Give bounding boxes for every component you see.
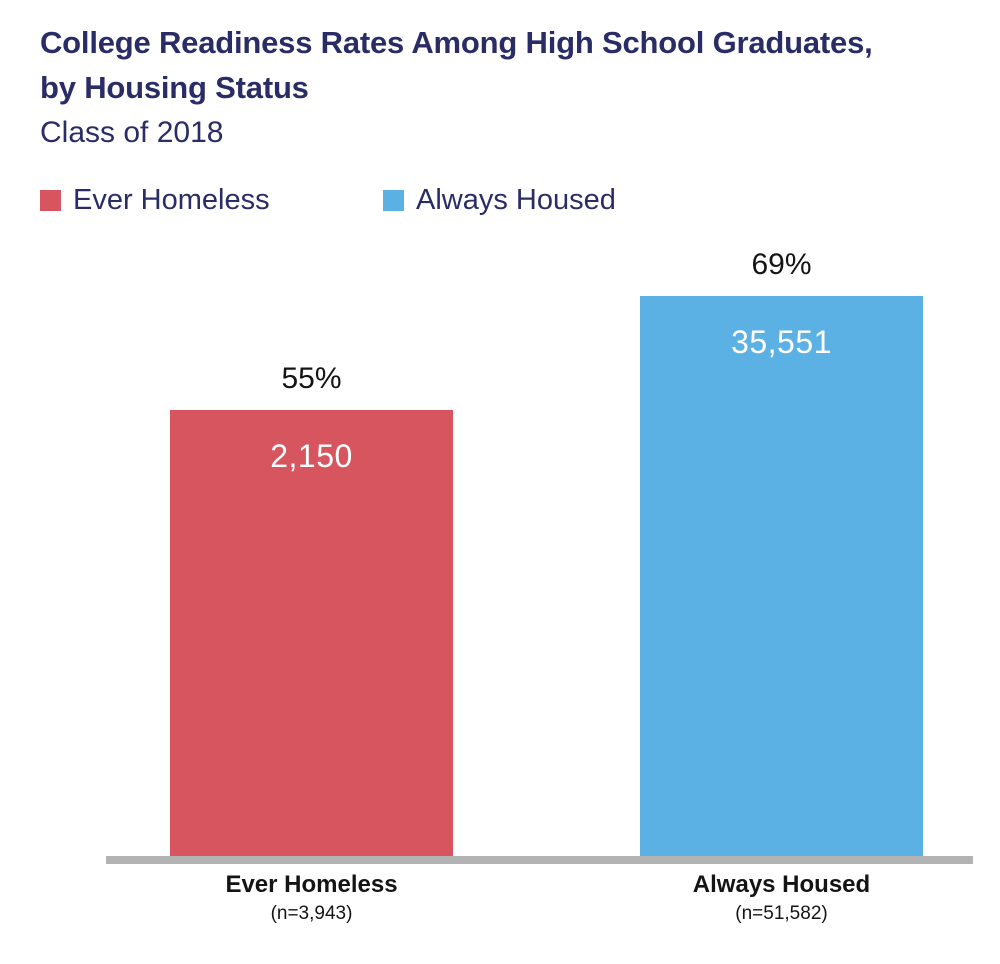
chart-title-line1: College Readiness Rates Among High Schoo… <box>40 25 873 60</box>
chart-title-line2: by Housing Status <box>40 70 309 105</box>
bar-group-always-housed: 69% 35,551 <box>640 250 923 856</box>
chart-title: College Readiness Rates Among High Schoo… <box>40 20 873 110</box>
sample-size-ever-homeless: (n=3,943) <box>270 903 353 925</box>
percent-label-ever-homeless: 55% <box>281 362 342 395</box>
chart-header: College Readiness Rates Among High Schoo… <box>40 20 873 155</box>
sample-size-always-housed: (n=51,582) <box>735 903 828 925</box>
category-label-always-housed: Always Housed (n=51,582) <box>640 871 923 925</box>
legend-label-ever-homeless: Ever Homeless <box>73 184 270 216</box>
bar-always-housed: 35,551 <box>640 296 923 856</box>
legend-swatch-always-housed-icon <box>383 190 404 211</box>
percent-label-always-housed: 69% <box>751 248 812 281</box>
bar-group-ever-homeless: 55% 2,150 <box>170 364 453 856</box>
category-label-ever-homeless: Ever Homeless (n=3,943) <box>170 871 453 925</box>
legend-swatch-ever-homeless-icon <box>40 190 61 211</box>
bar-ever-homeless: 2,150 <box>170 410 453 856</box>
legend-item-ever-homeless: Ever Homeless <box>40 186 270 215</box>
chart-subtitle: Class of 2018 <box>40 116 224 149</box>
category-name-ever-homeless: Ever Homeless <box>225 871 398 898</box>
legend-label-always-housed: Always Housed <box>416 184 616 216</box>
category-name-always-housed: Always Housed <box>692 871 871 898</box>
x-axis-line <box>106 856 973 864</box>
legend-item-always-housed: Always Housed <box>383 186 616 215</box>
count-label-always-housed: 35,551 <box>731 324 832 360</box>
count-label-ever-homeless: 2,150 <box>270 438 353 474</box>
